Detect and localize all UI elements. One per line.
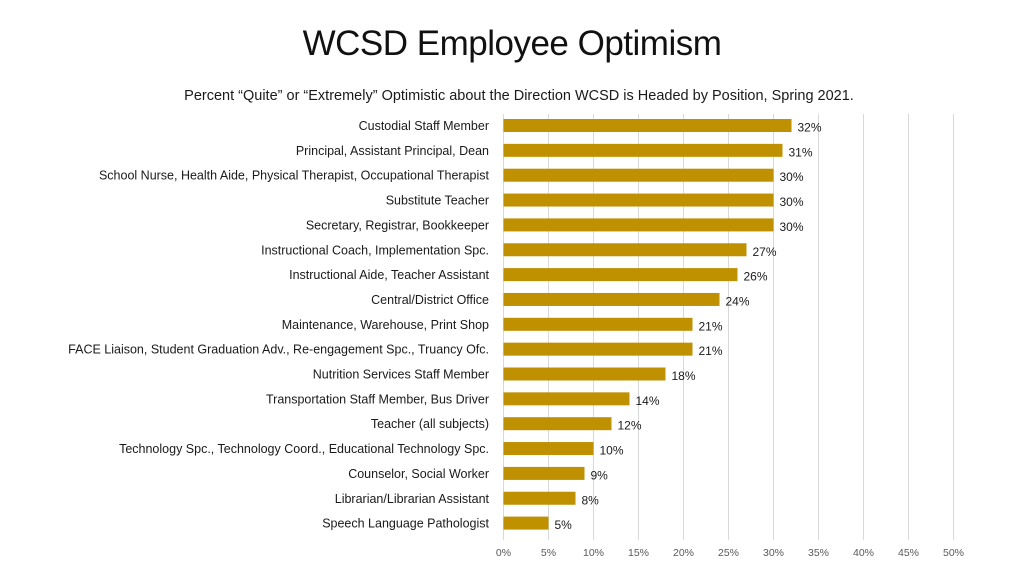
category-label: Instructional Coach, Implementation Spc. [261,243,489,257]
data-label: 14% [636,394,660,408]
bar [503,218,774,232]
x-tick-label: 0% [496,547,511,559]
bar [503,268,738,282]
data-label: 27% [753,245,777,259]
category-label: Teacher (all subjects) [371,417,489,431]
bar [503,292,720,306]
data-label: 5% [555,518,573,532]
data-label: 24% [726,294,750,308]
data-label: 8% [582,493,600,507]
data-label: 26% [744,270,768,284]
category-label: School Nurse, Health Aide, Physical Ther… [99,169,490,183]
category-label: Nutrition Services Staff Member [313,368,489,382]
category-label: Speech Language Pathologist [322,517,489,531]
data-label: 21% [699,344,723,358]
data-label: 32% [798,121,822,135]
bar [503,243,747,257]
category-label: Instructional Aide, Teacher Assistant [289,268,489,282]
bar [503,392,630,406]
data-label: 31% [789,145,813,159]
bar [503,466,585,480]
bar [503,442,594,456]
category-label: Maintenance, Warehouse, Print Shop [282,318,489,332]
data-label: 18% [672,369,696,383]
category-label: Secretary, Registrar, Bookkeeper [306,218,489,232]
bar [503,417,612,431]
category-label: FACE Liaison, Student Graduation Adv., R… [68,343,489,357]
category-label: Principal, Assistant Principal, Dean [296,144,489,158]
x-tick-label: 15% [628,547,649,559]
category-label: Custodial Staff Member [359,119,489,133]
x-tick-label: 45% [898,547,919,559]
x-tick-label: 30% [763,547,784,559]
bar [503,491,576,505]
bar [503,342,693,356]
bar [503,367,666,381]
x-tick-label: 5% [541,547,556,559]
data-label: 9% [591,468,609,482]
bar [503,143,783,157]
data-label: 12% [618,419,642,433]
x-tick-label: 20% [673,547,694,559]
x-tick-label: 35% [808,547,829,559]
bars [503,119,792,530]
category-label: Technology Spc., Technology Coord., Educ… [119,442,489,456]
x-tick-label: 50% [943,547,964,559]
bar [503,168,774,182]
category-label: Librarian/Librarian Assistant [335,492,490,506]
category-labels: Custodial Staff Member Principal, Assista… [68,119,489,531]
bar [503,516,549,530]
category-label: Central/District Office [371,293,489,307]
chart-subtitle: Percent “Quite” or “Extremely” Optimisti… [184,88,854,104]
category-label: Substitute Teacher [386,194,489,208]
x-tick-label: 10% [583,547,604,559]
category-label: Transportation Staff Member, Bus Driver [266,392,489,406]
bar [503,317,693,331]
data-label: 10% [600,444,624,458]
data-label: 30% [780,220,804,234]
data-label: 30% [780,170,804,184]
x-axis: 0% 5% 10% 15% 20% 25% 30% 35% 40% 45% 50% [496,547,964,559]
value-labels: 32%31%30%30%30%27%26%24%21%21%18%14%12%1… [555,121,822,533]
bar [503,119,792,132]
chart-title: WCSD Employee Optimism [302,24,722,63]
x-tick-label: 25% [718,547,739,559]
x-tick-label: 40% [853,547,874,559]
bar [503,193,774,207]
category-label: Counselor, Social Worker [348,467,489,481]
data-label: 30% [780,195,804,209]
data-label: 21% [699,319,723,333]
